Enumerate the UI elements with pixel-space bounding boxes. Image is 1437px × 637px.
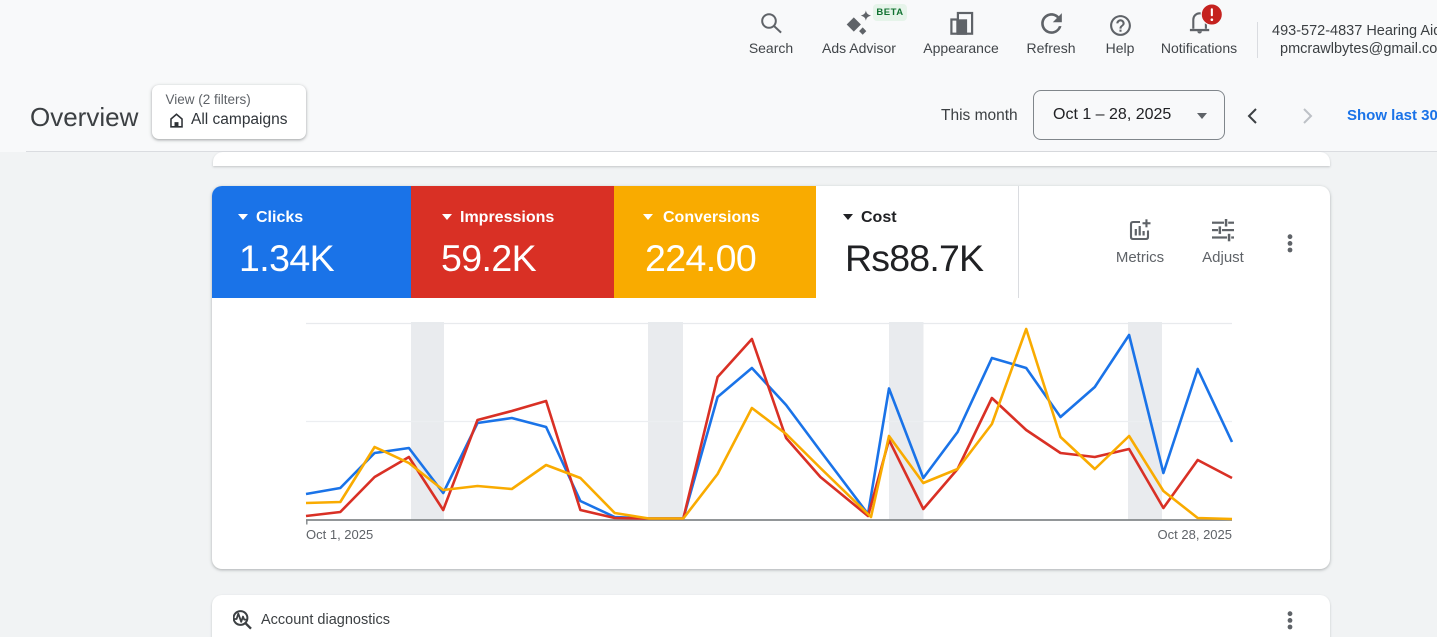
svg-text:Oct 1, 2025: Oct 1, 2025 xyxy=(306,527,373,542)
svg-text:Oct 28, 2025: Oct 28, 2025 xyxy=(1158,527,1232,542)
